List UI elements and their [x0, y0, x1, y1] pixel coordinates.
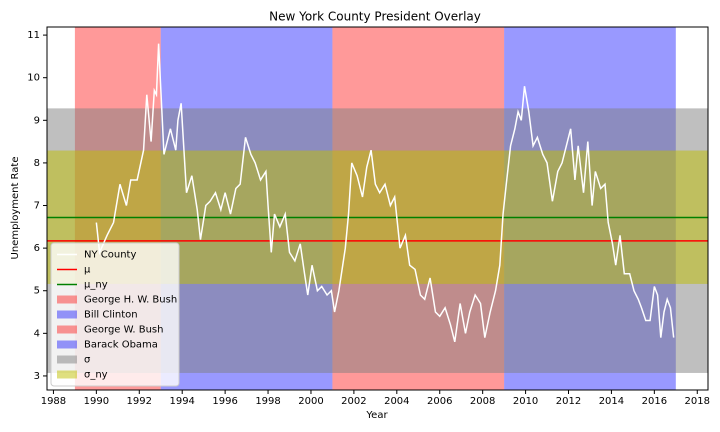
x-tick-label: 2010	[513, 396, 538, 407]
axes-frame	[46, 26, 709, 391]
legend-swatch	[57, 340, 77, 349]
x-tick-label: 1998	[255, 396, 280, 407]
data-line	[95, 43, 675, 343]
legend-swatch	[57, 325, 77, 334]
legend-swatch	[57, 370, 77, 379]
legend-label: Barack Obama	[84, 340, 158, 351]
x-tick-label: 2002	[341, 396, 366, 407]
legend-label: μ	[84, 265, 91, 276]
legend-box	[50, 242, 180, 387]
y-tick-label: 8	[34, 158, 40, 169]
legend-swatch	[57, 355, 77, 364]
x-tick-label: 1992	[127, 396, 152, 407]
legend-label: George W. Bush	[84, 325, 163, 336]
legend-label: σ	[84, 355, 91, 366]
x-tick-label: 2004	[384, 396, 409, 407]
x-tick-label: 2016	[642, 396, 667, 407]
legend-label: NY County	[84, 250, 136, 261]
x-tick-label: 1996	[212, 396, 237, 407]
y-tick-label: 7	[34, 201, 40, 212]
x-tick-label: 2018	[685, 396, 710, 407]
legend-label: George H. W. Bush	[84, 295, 177, 306]
legend-label: σ_ny	[84, 370, 108, 381]
y-tick-label: 3	[34, 371, 40, 382]
x-tick-label: 1994	[169, 396, 194, 407]
x-tick-label: 1990	[84, 396, 109, 407]
y-tick-label: 5	[34, 286, 40, 297]
x-tick-label: 2008	[470, 396, 495, 407]
x-tick-label: 2014	[599, 396, 624, 407]
legend-label: μ_ny	[84, 280, 108, 291]
y-axis-label: Unemployment Rate	[10, 157, 21, 260]
x-tick-label: 2006	[427, 396, 452, 407]
y-tick-label: 10	[27, 73, 40, 84]
y-tick-label: 11	[27, 30, 40, 41]
x-tick-label: 2012	[556, 396, 581, 407]
legend-swatch	[57, 295, 77, 304]
chart-title: New York County President Overlay	[269, 10, 481, 24]
y-tick-label: 9	[34, 115, 40, 126]
legend: NY County μ μ_ny George H. W. Bush Bill Clin…	[50, 242, 180, 387]
y-tick-label: 4	[34, 328, 40, 339]
legend-swatch	[57, 310, 77, 319]
legend-label: Bill Clinton	[84, 310, 138, 321]
x-axis-label: Year	[365, 410, 388, 421]
x-tick-label: 2000	[298, 396, 323, 407]
x-tick-label: 1988	[41, 396, 66, 407]
y-tick-label: 6	[34, 243, 40, 254]
